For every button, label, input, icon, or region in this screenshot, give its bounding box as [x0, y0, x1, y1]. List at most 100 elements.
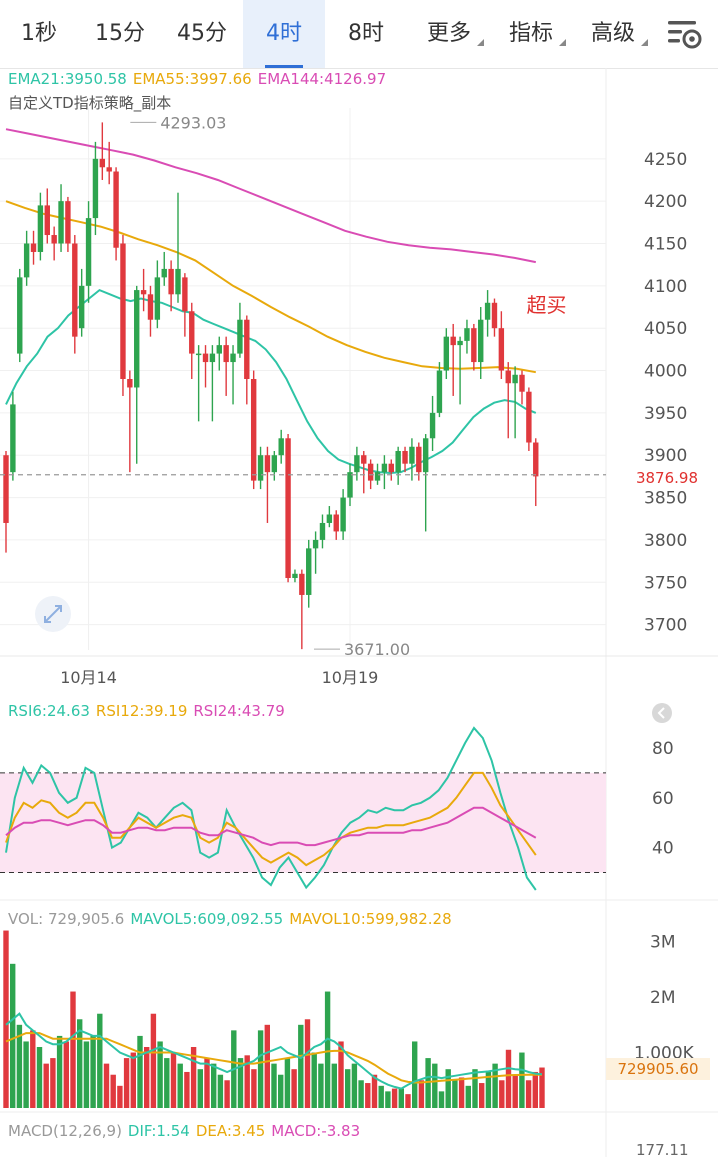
- volume-bar: [251, 1069, 257, 1108]
- ema-legend: EMA21:3950.58 EMA55:3997.66 EMA144:4126.97: [8, 70, 392, 88]
- candle-body: [264, 455, 271, 473]
- tab-label: 15分: [95, 21, 145, 46]
- dropdown-corner-icon: [641, 39, 648, 46]
- tab-15m[interactable]: 15分: [80, 0, 160, 68]
- candle-body: [10, 404, 16, 473]
- tab-more[interactable]: 更多: [416, 0, 484, 68]
- volume-bar: [83, 1041, 90, 1108]
- candle-body: [484, 302, 491, 320]
- volume-bar: [291, 1069, 297, 1108]
- candle-body: [161, 268, 167, 278]
- price-tick-label: 4000: [644, 362, 687, 382]
- volume-bar: [472, 1069, 478, 1108]
- candle-body: [244, 319, 250, 379]
- volume-bar: [97, 1013, 103, 1108]
- volume-bar: [485, 1071, 492, 1108]
- volume-bar: [398, 1088, 404, 1108]
- max-price-annotation: 4293.03: [160, 113, 226, 132]
- volume-tick-label: 2M: [650, 988, 675, 1008]
- candle-body: [113, 171, 119, 248]
- volume-bar: [237, 1058, 244, 1108]
- price-tick-label: 3700: [644, 616, 687, 636]
- volume-bar: [197, 1069, 203, 1108]
- volume-bar: [378, 1085, 384, 1108]
- macd-axis-label: 177.11: [636, 1141, 689, 1159]
- candle-body: [306, 548, 312, 595]
- candle-body: [92, 158, 99, 219]
- candle-body: [99, 158, 106, 168]
- volume-bar: [371, 1074, 378, 1108]
- volume-bar: [217, 1074, 224, 1108]
- candle-body: [230, 353, 236, 363]
- rsi12-legend: RSI12:39.19: [95, 702, 188, 720]
- rsi-tick-label: 40: [652, 839, 674, 859]
- mavol10-line: [5, 1032, 543, 1084]
- price-tick-label: 4200: [644, 192, 687, 212]
- tab-45m[interactable]: 45分: [162, 0, 242, 68]
- tab-label: 更多: [426, 21, 471, 46]
- volume-bar: [539, 1067, 545, 1108]
- candle-body: [312, 539, 319, 549]
- volume-bar: [184, 1071, 190, 1108]
- candle-body: [175, 268, 181, 295]
- tab-label: 8时: [348, 21, 384, 46]
- vol-legend: VOL: 729,905.6 MAVOL5:609,092.55 MAVOL10:5…: [8, 910, 458, 928]
- tab-8h[interactable]: 8时: [326, 0, 406, 68]
- volume-bar: [43, 1063, 49, 1108]
- volume-bar: [532, 1071, 538, 1108]
- volume-bar: [56, 1035, 63, 1108]
- candle-body: [106, 167, 112, 172]
- tab-indicators[interactable]: 指标: [498, 0, 566, 68]
- current-price-label: 3876.98: [612, 467, 698, 489]
- volume-bar: [278, 1074, 284, 1108]
- collapse-icon[interactable]: [652, 703, 672, 723]
- candle-body: [51, 235, 57, 244]
- candle-body: [512, 374, 518, 384]
- candle-body: [30, 243, 37, 252]
- candle-body: [154, 277, 161, 320]
- chart-settings-icon[interactable]: [664, 17, 704, 51]
- candle-body: [443, 336, 450, 371]
- tab-label: 指标: [508, 21, 553, 46]
- volume-bar: [385, 1091, 391, 1108]
- candle-body: [409, 446, 415, 464]
- candle-body: [250, 379, 257, 481]
- volume-bar: [365, 1083, 371, 1108]
- candle-body: [65, 201, 71, 244]
- rsi-tick-label: 80: [652, 739, 674, 759]
- candle-body: [3, 455, 9, 523]
- price-tick-label: 4250: [644, 150, 687, 170]
- expand-arrows-icon[interactable]: [35, 596, 71, 632]
- tab-1s[interactable]: 1秒: [0, 0, 78, 68]
- candle-body: [17, 277, 23, 354]
- current-volume-label: 729905.60: [606, 1058, 710, 1080]
- volume-bar: [519, 1052, 525, 1108]
- candle-body: [533, 442, 539, 477]
- tab-4h[interactable]: 4时: [243, 0, 325, 68]
- dea-legend: DEA:3.45: [195, 1122, 266, 1140]
- candle-body: [526, 391, 532, 443]
- candle-body: [168, 268, 174, 295]
- candle-body: [457, 340, 463, 346]
- candle-body: [202, 353, 209, 363]
- price-tick-label: 4100: [644, 277, 687, 297]
- expand-icon-arrows: [44, 605, 62, 623]
- rsi-tick-label: 60: [652, 789, 674, 809]
- candle-body: [361, 455, 367, 464]
- tab-advanced[interactable]: 高级: [580, 0, 648, 68]
- volume-bar: [244, 1055, 250, 1108]
- volume-bar: [36, 1047, 43, 1108]
- candle-body: [72, 243, 78, 337]
- candle-body: [237, 319, 243, 354]
- ema144-line: [5, 128, 536, 264]
- mavol5-legend: MAVOL5:609,092.55: [130, 910, 284, 928]
- volume-bar: [150, 1013, 157, 1108]
- volume-bar: [117, 1085, 123, 1108]
- ema144-legend: EMA144:4126.97: [257, 70, 387, 88]
- candle-body: [395, 450, 401, 473]
- volume-bar: [190, 1047, 197, 1108]
- candle-body: [519, 374, 525, 392]
- candle-body: [374, 472, 381, 481]
- volume-bar: [137, 1035, 143, 1108]
